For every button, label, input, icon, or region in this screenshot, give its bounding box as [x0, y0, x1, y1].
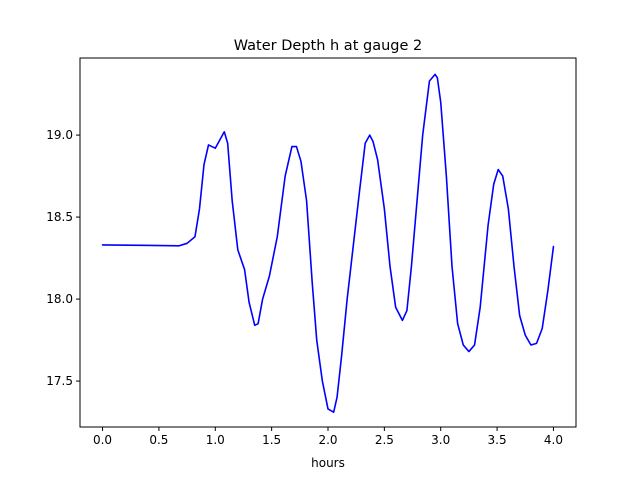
- x-tick-label: 2.5: [375, 433, 394, 447]
- x-axis-label: hours: [311, 456, 345, 470]
- y-tick-label: 19.0: [46, 128, 73, 142]
- y-axis-ticks: 17.5 18.0 18.5 19.0: [46, 128, 80, 388]
- chart-title: Water Depth h at gauge 2: [234, 38, 422, 54]
- x-tick-label: 0.0: [93, 433, 112, 447]
- x-tick-label: 1.5: [262, 433, 281, 447]
- y-tick-label: 18.5: [46, 210, 73, 224]
- y-tick-label: 18.0: [46, 292, 73, 306]
- x-tick-label: 3.0: [431, 433, 450, 447]
- x-tick-label: 4.0: [544, 433, 563, 447]
- x-tick-label: 1.0: [206, 433, 225, 447]
- x-tick-label: 2.0: [318, 433, 337, 447]
- series-line-1: [101, 73, 555, 414]
- x-tick-label: 3.5: [488, 433, 507, 447]
- x-tick-label: 0.5: [149, 433, 168, 447]
- y-tick-label: 17.5: [46, 374, 73, 388]
- x-axis-ticks: 0.0 0.5 1.0 1.5 2.0 2.5 3.0 3.5 4.0: [93, 427, 563, 447]
